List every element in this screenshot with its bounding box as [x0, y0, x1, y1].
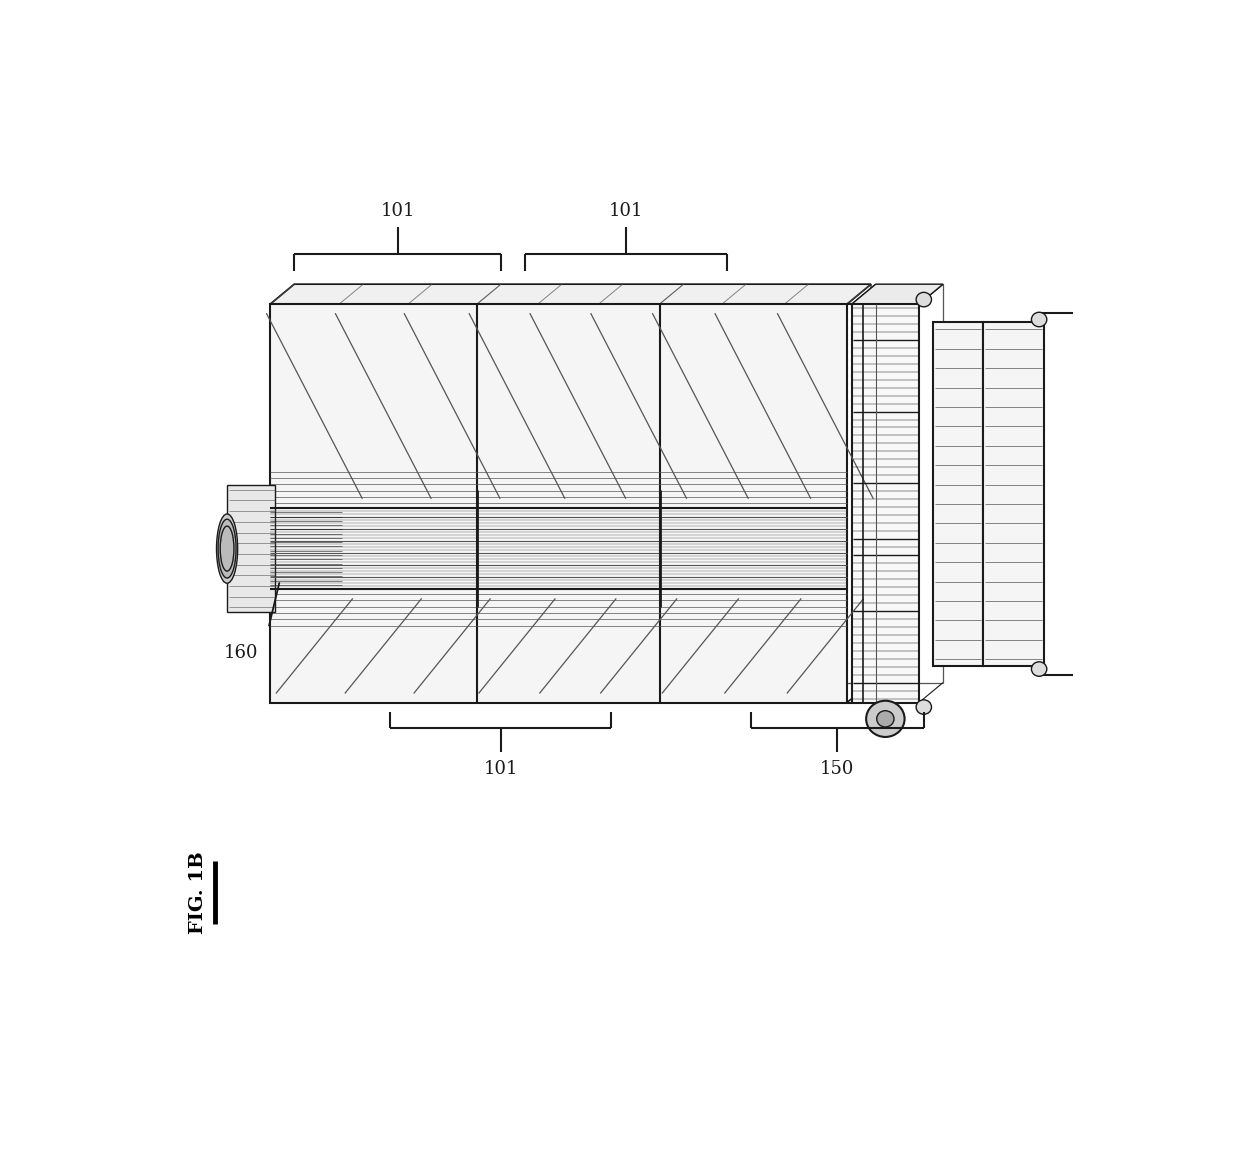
- Circle shape: [916, 293, 931, 307]
- Ellipse shape: [217, 514, 238, 583]
- Text: 101: 101: [381, 202, 415, 220]
- Polygon shape: [270, 305, 847, 702]
- Bar: [852, 305, 919, 702]
- Bar: [934, 322, 983, 667]
- Text: 101: 101: [484, 760, 518, 777]
- Text: 150: 150: [820, 760, 854, 777]
- Bar: [227, 486, 275, 612]
- Text: 101: 101: [609, 202, 644, 220]
- Circle shape: [1032, 313, 1047, 327]
- Ellipse shape: [221, 526, 234, 572]
- Text: 160: 160: [224, 643, 259, 662]
- Polygon shape: [852, 285, 944, 305]
- Circle shape: [866, 701, 905, 737]
- Circle shape: [877, 710, 894, 727]
- Bar: [983, 322, 1044, 667]
- Text: FIG. 1B: FIG. 1B: [190, 851, 207, 934]
- Circle shape: [916, 700, 931, 714]
- Circle shape: [1032, 662, 1047, 676]
- Polygon shape: [270, 285, 870, 305]
- Ellipse shape: [218, 519, 236, 579]
